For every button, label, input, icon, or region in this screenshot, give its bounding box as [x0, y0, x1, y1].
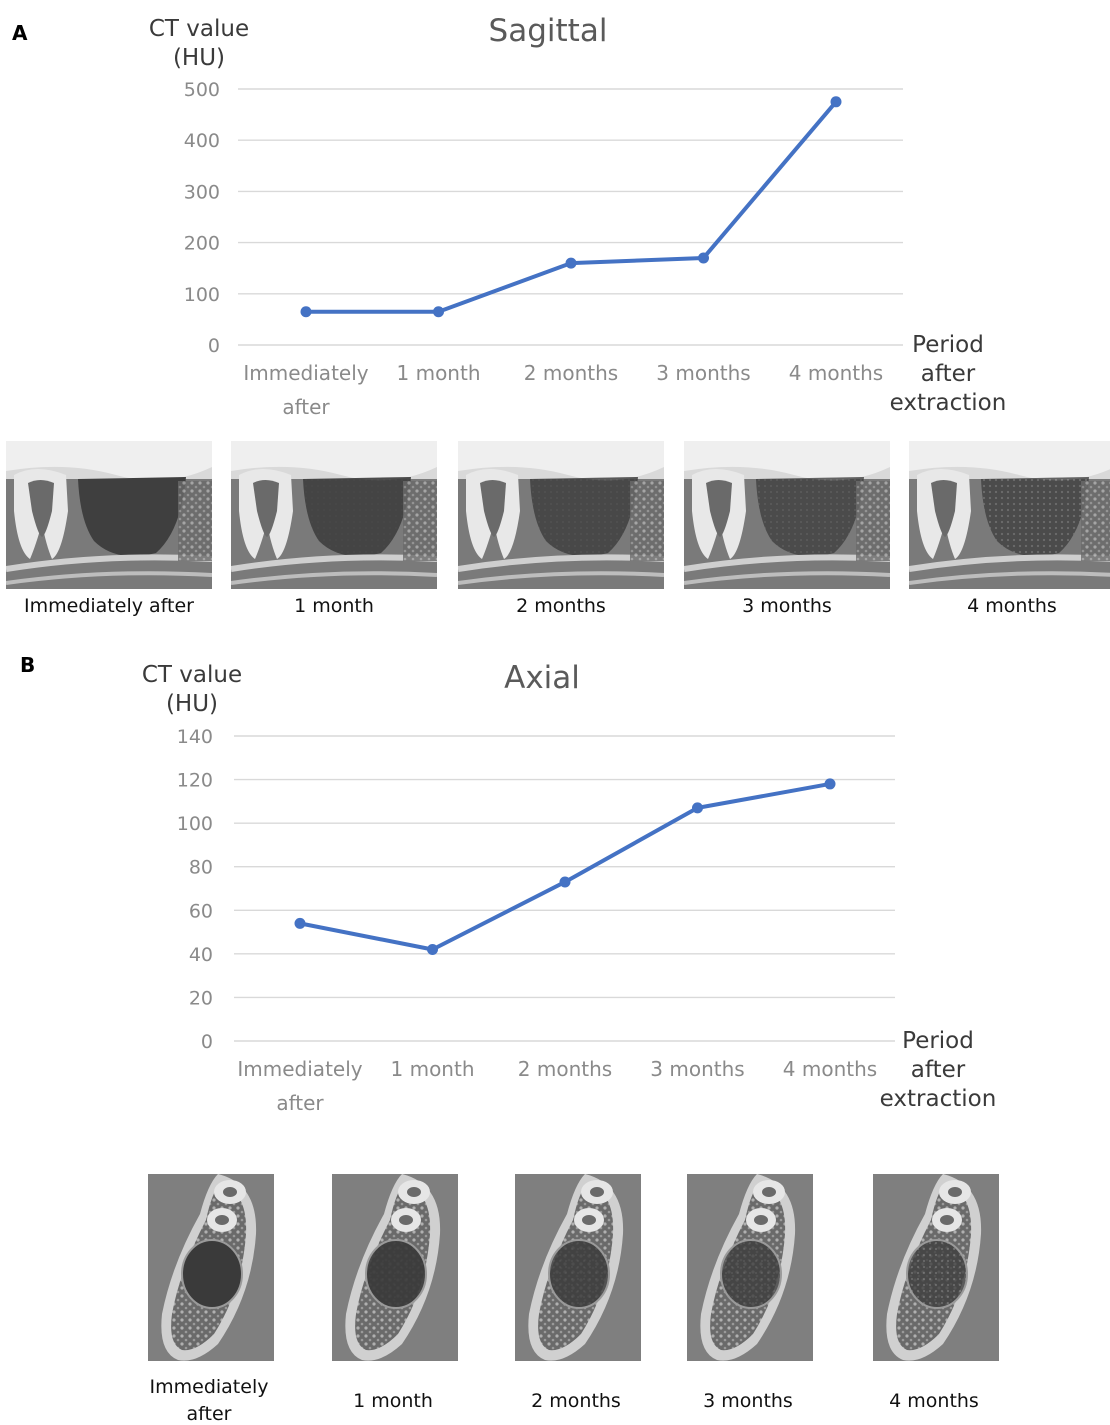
x-tick-label: 3 months [650, 1057, 744, 1081]
y-tick-label: 0 [208, 335, 220, 357]
data-point [433, 306, 444, 318]
data-point [559, 876, 571, 888]
axial-chart: Axial CT value (HU) Period after extract… [142, 660, 996, 1115]
data-point [565, 257, 577, 269]
data-point [830, 96, 842, 108]
x-tick-label: 2 months [524, 361, 618, 385]
axial-ct-image [332, 1174, 458, 1361]
y-axis-title-line: CT value [149, 16, 249, 42]
x-tick-label: 4 months [789, 361, 883, 385]
image-caption: 3 months [703, 1390, 793, 1412]
panel-letter-a: A [12, 21, 28, 45]
x-axis-title-line: extraction [880, 1086, 997, 1112]
data-point [698, 252, 709, 264]
y-axis-title-line: CT value [142, 662, 242, 688]
image-caption: 4 months [967, 595, 1057, 617]
y-tick-label: 80 [189, 857, 213, 879]
y-axis-title-line: (HU) [166, 691, 218, 717]
sagittal-image-strip: Immediately after 1 month 2 months 3 months… [6, 441, 1110, 617]
axial-ct-image [148, 1174, 274, 1361]
x-axis-title-line: after [921, 361, 976, 387]
image-caption: after [187, 1403, 232, 1421]
data-point [692, 802, 703, 814]
x-tick-label: after [276, 1091, 324, 1115]
image-caption: 2 months [531, 1390, 621, 1412]
data-point [300, 306, 312, 318]
x-tick-label: 2 months [518, 1057, 612, 1081]
x-tick-label: Immediately [237, 1057, 362, 1081]
sagittal-chart: Sagittal CT value (HU) Period after extr… [149, 13, 1006, 419]
panel-letter-b: B [20, 653, 35, 677]
chart-title: Sagittal [489, 13, 608, 49]
series-line [306, 100, 838, 314]
image-caption: Immediately [150, 1376, 269, 1398]
y-tick-label: 500 [184, 79, 220, 101]
y-tick-label: 0 [201, 1031, 213, 1053]
x-axis-title-line: after [911, 1057, 966, 1083]
sagittal-ct-image [231, 441, 437, 589]
axial-ct-image [873, 1174, 999, 1361]
image-caption: 3 months [742, 595, 832, 617]
chart-title: Axial [504, 660, 580, 696]
y-tick-label: 20 [189, 987, 213, 1009]
image-caption: Immediately after [24, 595, 194, 617]
data-point [824, 778, 836, 790]
image-caption: 2 months [516, 595, 606, 617]
x-tick-label: Immediately [243, 361, 368, 385]
sagittal-ct-image [6, 441, 212, 589]
x-axis-title-line: Period [902, 1028, 974, 1054]
sagittal-ct-image [909, 441, 1110, 589]
y-tick-label: 100 [177, 813, 213, 835]
y-tick-label: 200 [184, 233, 220, 255]
x-tick-label: 1 month [391, 1057, 475, 1081]
axial-image-strip: Immediately after 1 month 2 months 3 months 4… [148, 1174, 999, 1425]
data-point [427, 944, 438, 955]
axial-ct-image [515, 1174, 641, 1361]
x-tick-label: after [282, 395, 330, 419]
x-tick-label: 1 month [397, 361, 481, 385]
y-tick-label: 120 [177, 770, 213, 792]
y-tick-label: 400 [184, 130, 220, 152]
image-caption: 4 months [889, 1390, 979, 1412]
y-tick-label: 40 [189, 944, 213, 966]
x-axis-title-line: extraction [890, 390, 1007, 416]
image-caption: 1 month [294, 595, 374, 617]
x-tick-label: 3 months [656, 361, 750, 385]
axial-ct-image [687, 1174, 813, 1361]
data-point [294, 917, 306, 929]
y-tick-label: 60 [189, 900, 213, 922]
x-tick-label: 4 months [783, 1057, 877, 1081]
y-axis-title-line: (HU) [173, 45, 225, 71]
image-caption: 1 month [353, 1390, 433, 1412]
y-tick-label: 100 [184, 284, 220, 306]
sagittal-ct-image [458, 441, 664, 589]
x-axis-title-line: Period [912, 332, 984, 358]
y-tick-label: 140 [177, 726, 213, 748]
y-tick-label: 300 [184, 181, 220, 203]
sagittal-ct-image [684, 441, 890, 589]
